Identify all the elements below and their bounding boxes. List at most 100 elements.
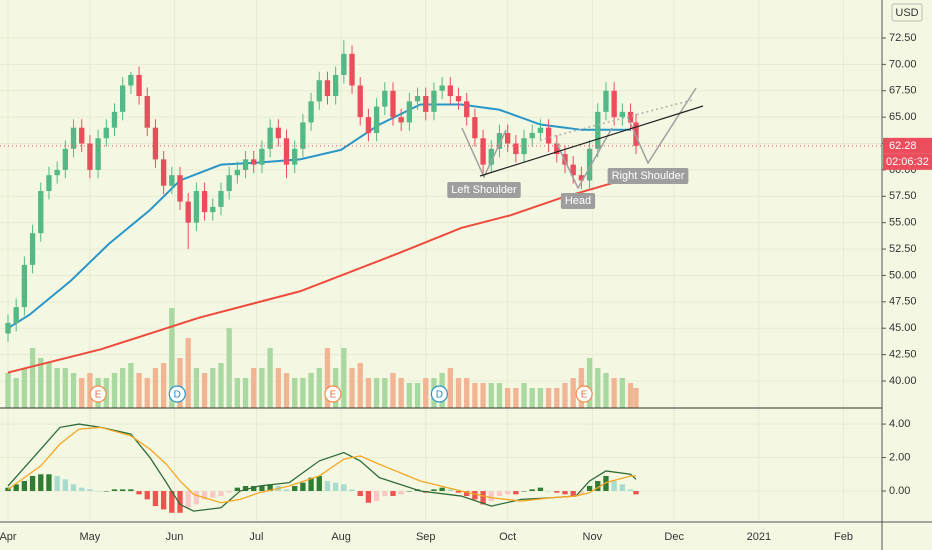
macd-histogram-bar bbox=[136, 491, 142, 495]
macd-histogram-bar bbox=[95, 491, 101, 492]
candle-body bbox=[70, 127, 77, 149]
candle-body bbox=[390, 90, 396, 118]
macd-y-tick-label: 4.00 bbox=[889, 418, 910, 430]
macd-histogram-bar bbox=[144, 491, 150, 500]
volume-bar bbox=[603, 373, 609, 408]
candle-body bbox=[619, 111, 626, 118]
macd-histogram-bar bbox=[627, 489, 634, 492]
candle-body bbox=[128, 74, 134, 86]
macd-histogram-bar bbox=[480, 491, 486, 505]
pattern-drawing bbox=[461, 87, 704, 190]
volume-bar bbox=[62, 368, 69, 408]
event-marker bbox=[575, 385, 593, 403]
candle-body bbox=[193, 191, 200, 223]
candle-body bbox=[62, 148, 69, 170]
macd-histogram-bar bbox=[578, 491, 585, 495]
volume-bar bbox=[300, 378, 306, 408]
candle-body bbox=[627, 111, 634, 123]
candle-body bbox=[160, 159, 167, 186]
volume-bar bbox=[111, 373, 118, 408]
volume-bar bbox=[275, 368, 281, 408]
volume-bar bbox=[586, 358, 593, 408]
macd-histogram-bar bbox=[160, 491, 167, 510]
macd-histogram-bar bbox=[505, 491, 511, 495]
macd-histogram-bar bbox=[62, 479, 69, 492]
candle-body bbox=[218, 191, 224, 207]
y-tick-label: 65.00 bbox=[889, 111, 917, 123]
macd-histogram-bar bbox=[472, 491, 478, 500]
volume-bar bbox=[169, 308, 175, 408]
macd-histogram-bar bbox=[79, 487, 85, 492]
macd-histogram-bar bbox=[300, 482, 306, 492]
macd-histogram-bar bbox=[29, 475, 36, 492]
volume-bar bbox=[308, 373, 314, 408]
candle-body bbox=[308, 101, 314, 123]
x-tick-label: Dec bbox=[664, 531, 684, 543]
volume-bar bbox=[562, 383, 568, 408]
candle-body bbox=[398, 117, 404, 123]
macd-histogram-bar bbox=[611, 480, 617, 492]
y-tick-label: 52.50 bbox=[889, 243, 917, 255]
macd-histogram-bar bbox=[177, 491, 183, 513]
volume-bar bbox=[218, 363, 224, 408]
candle-body bbox=[406, 101, 413, 123]
candle-body bbox=[144, 96, 150, 128]
macd-histogram-bar bbox=[316, 475, 322, 492]
volume-bar bbox=[521, 383, 527, 408]
event-label: D bbox=[436, 390, 443, 401]
x-tick-label: Feb bbox=[834, 531, 853, 543]
macd-histogram-bar bbox=[54, 475, 60, 492]
currency-box[interactable] bbox=[891, 3, 923, 22]
candle-body bbox=[423, 96, 429, 112]
candle-body bbox=[349, 53, 355, 86]
volume-bar bbox=[29, 348, 36, 408]
volume-bar bbox=[79, 378, 85, 408]
macd-histogram-bar bbox=[455, 491, 462, 493]
candle-body bbox=[103, 127, 109, 139]
grid bbox=[0, 0, 882, 522]
volume-bar bbox=[373, 378, 380, 408]
volume-bar bbox=[529, 388, 535, 408]
macd-histogram-bar bbox=[111, 489, 118, 492]
macd-histogram-bar bbox=[431, 489, 437, 492]
macd-histogram-bar bbox=[103, 491, 109, 492]
volume-bar bbox=[5, 373, 11, 408]
volume-bar bbox=[398, 378, 404, 408]
volume-bar bbox=[38, 358, 44, 408]
x-tick-label: Jun bbox=[166, 531, 184, 543]
volume-bar bbox=[54, 368, 60, 408]
macd-y-tick-label: 2.00 bbox=[889, 451, 910, 463]
volume-bar bbox=[193, 368, 200, 408]
candle-body bbox=[611, 90, 617, 118]
macd-histogram-bar bbox=[234, 487, 241, 492]
volume-bar bbox=[496, 383, 503, 408]
annotation-box bbox=[560, 193, 596, 209]
y-tick-label: 50.00 bbox=[889, 269, 917, 281]
macd-histogram-bar bbox=[365, 491, 372, 503]
candle-body bbox=[324, 80, 331, 97]
candle-body bbox=[242, 159, 249, 170]
x-tick-label: Nov bbox=[583, 531, 603, 543]
volume-bar bbox=[537, 388, 544, 408]
macd-histogram-bar bbox=[513, 491, 519, 495]
candle-body bbox=[120, 85, 126, 112]
macd-histogram-bar bbox=[496, 491, 503, 497]
volume-bar bbox=[120, 368, 126, 408]
macd-histogram-bar bbox=[521, 491, 527, 492]
countdown: 02:06:32 bbox=[886, 156, 929, 168]
volume-bar bbox=[554, 388, 560, 408]
candle-body bbox=[300, 122, 306, 149]
volume-bar bbox=[382, 378, 388, 408]
macd-histogram-bar bbox=[406, 491, 413, 492]
volume-bar bbox=[570, 378, 576, 408]
volume-bar bbox=[160, 363, 167, 408]
candle-body bbox=[472, 117, 478, 139]
volume-bar bbox=[226, 328, 232, 408]
candle-body bbox=[529, 132, 535, 139]
volume-bar bbox=[13, 378, 19, 408]
macd-histogram-bar bbox=[70, 484, 77, 492]
x-tick-label: Oct bbox=[499, 531, 516, 543]
macd-histogram-bar bbox=[218, 491, 224, 497]
macd-histogram-bar bbox=[390, 491, 396, 497]
